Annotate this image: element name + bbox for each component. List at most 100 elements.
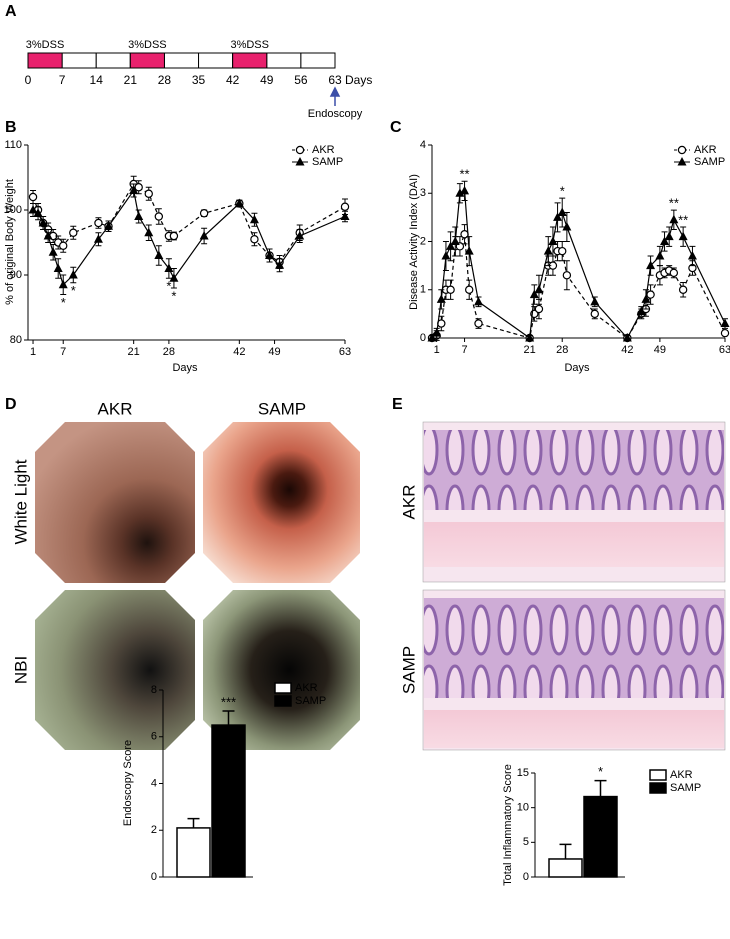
significance: ** (459, 167, 469, 182)
marker (154, 250, 164, 259)
x-tick-label: 21 (128, 346, 140, 358)
legend-label: SAMP (312, 156, 343, 168)
marker (646, 260, 656, 270)
x-tick-label: 35 (192, 73, 206, 87)
legend-marker (677, 145, 687, 155)
marker (687, 250, 697, 260)
y-tick-label: 6 (151, 731, 157, 743)
y-tick-label: 2 (420, 235, 426, 247)
legend-marker (295, 145, 305, 155)
x-tick-label: 28 (556, 344, 568, 356)
marker (664, 231, 674, 241)
marker (543, 246, 553, 255)
y-axis-label: Endoscopy Score (122, 740, 134, 826)
x-tick-label: 56 (294, 73, 308, 87)
period-label: 3%DSS (26, 39, 65, 51)
marker (548, 236, 558, 245)
x-axis-label: Days (564, 362, 590, 374)
marker (436, 294, 446, 303)
marker (622, 333, 632, 342)
histology-muscle (424, 710, 724, 748)
y-tick-label: 8 (151, 684, 157, 696)
marker (234, 198, 244, 207)
marker (446, 241, 456, 250)
panel-label: D (5, 396, 17, 413)
series-line (431, 234, 726, 339)
x-tick-label: 42 (621, 344, 633, 356)
marker (53, 263, 63, 272)
timeline-box (61, 52, 97, 69)
marker (660, 236, 670, 245)
x-tick-label: 28 (158, 73, 172, 87)
y-axis-label: Disease Activity Index (DAI) (408, 174, 420, 310)
y-tick-label: 3 (420, 187, 426, 199)
marker (455, 188, 465, 197)
marker (590, 296, 600, 306)
legend-label: AKR (295, 682, 318, 694)
error-bar (222, 710, 235, 726)
marker (450, 236, 460, 245)
significance: * (598, 764, 603, 779)
legend-swatch (649, 769, 667, 781)
marker (134, 183, 143, 192)
marker (169, 231, 179, 241)
x-tick-label: 49 (654, 344, 666, 356)
y-tick-label: 110 (4, 139, 22, 151)
marker (558, 246, 567, 256)
marker (104, 221, 114, 230)
x-tick-label: 0 (25, 73, 32, 87)
significance: * (171, 288, 176, 303)
histology-mucosa (424, 598, 724, 698)
histology-mucosa (424, 430, 724, 510)
x-tick-label: 21 (124, 73, 138, 87)
x-tick-label: 49 (260, 73, 274, 87)
y-tick-label: 0 (420, 332, 426, 344)
significance: ** (669, 196, 679, 211)
column-label: AKR (98, 399, 133, 418)
x-tick-label: 49 (268, 346, 280, 358)
marker (58, 279, 68, 289)
legend-marker (295, 157, 305, 166)
timeline-box (300, 52, 336, 69)
image-tag: NBI (186, 602, 196, 608)
marker (275, 260, 285, 269)
marker (43, 231, 53, 240)
dss-period (129, 52, 165, 69)
y-tick-label: 2 (151, 824, 157, 836)
marker (144, 189, 153, 198)
marker (590, 309, 599, 319)
panel-label: A (5, 3, 17, 20)
x-tick-label: 7 (461, 344, 467, 356)
x-tick-label: 7 (59, 73, 66, 87)
marker (669, 268, 679, 278)
endoscopy-image (203, 422, 360, 583)
significance: * (166, 279, 171, 294)
row-label: White Light (11, 459, 30, 544)
legend-swatch (274, 682, 292, 694)
marker (340, 202, 350, 211)
marker (529, 289, 539, 299)
y-axis-label: % of original Body Weight (4, 179, 16, 305)
marker (460, 185, 470, 195)
marker (720, 328, 730, 338)
row-label: SAMP (399, 646, 418, 694)
y-tick-label: 1 (420, 284, 426, 296)
marker (646, 290, 655, 299)
panel-label: B (5, 119, 17, 136)
marker (59, 241, 68, 250)
marker (295, 231, 305, 240)
marker (669, 214, 679, 224)
legend-label: AKR (670, 769, 693, 781)
legend-swatch (649, 782, 667, 794)
x-tick-label: 1 (30, 346, 36, 358)
x-tick-label: 28 (163, 346, 175, 358)
marker (33, 208, 43, 217)
marker (446, 285, 455, 294)
marker (38, 218, 48, 227)
legend-label: SAMP (670, 782, 701, 794)
column-label: SAMP (258, 399, 306, 418)
x-axis-label: Days (345, 73, 372, 87)
y-tick-label: 100 (4, 204, 22, 216)
row-label: AKR (399, 485, 418, 520)
marker (678, 285, 688, 294)
